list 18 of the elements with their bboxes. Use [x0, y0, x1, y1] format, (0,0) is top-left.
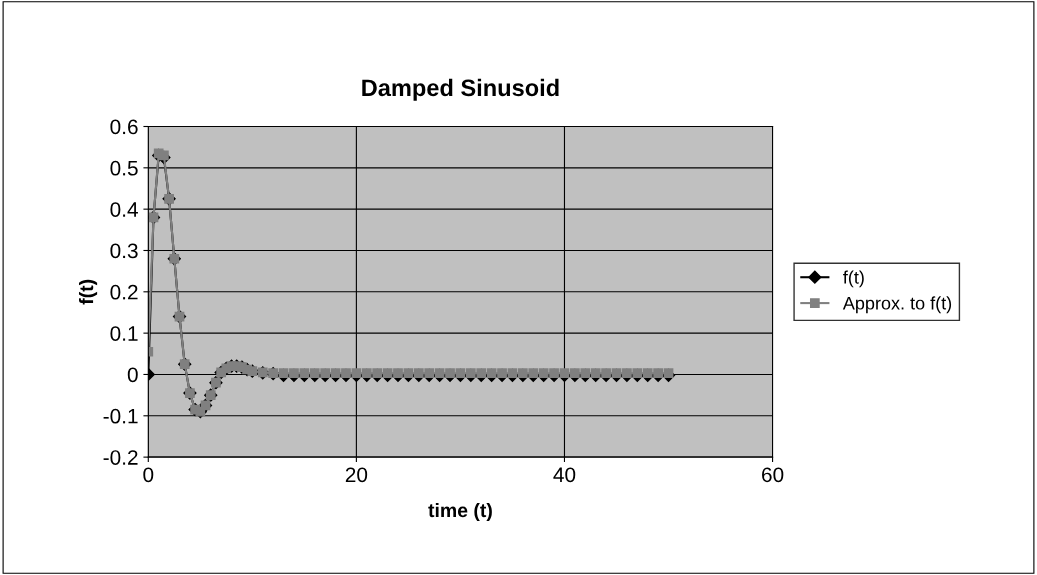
- y-tick-label: 0.5: [110, 160, 138, 176]
- x-axis-title: time (t): [428, 502, 492, 522]
- y-tick-label: -0.2: [103, 450, 138, 465]
- x-tick-label: 40: [553, 467, 576, 483]
- y-tick-label: 0: [127, 367, 138, 383]
- y-tick-label: -0.1: [103, 408, 138, 424]
- legend-label: Approx. to f(t): [842, 296, 952, 314]
- y-tick-label: 0.6: [110, 119, 138, 135]
- x-tick-label: 0: [143, 467, 154, 483]
- x-tick-label: 20: [345, 467, 368, 483]
- y-tick-label: 0.4: [110, 202, 138, 217]
- y-tick-label: 0.3: [110, 243, 138, 259]
- y-tick-label: 0.1: [110, 326, 138, 341]
- x-tick-label: 60: [762, 467, 784, 483]
- legend-label: f(t): [843, 270, 864, 288]
- chart-title: Damped Sinusoid: [362, 78, 559, 101]
- y-axis-title: f(t): [78, 279, 98, 305]
- y-tick-label: 0.2: [110, 284, 138, 300]
